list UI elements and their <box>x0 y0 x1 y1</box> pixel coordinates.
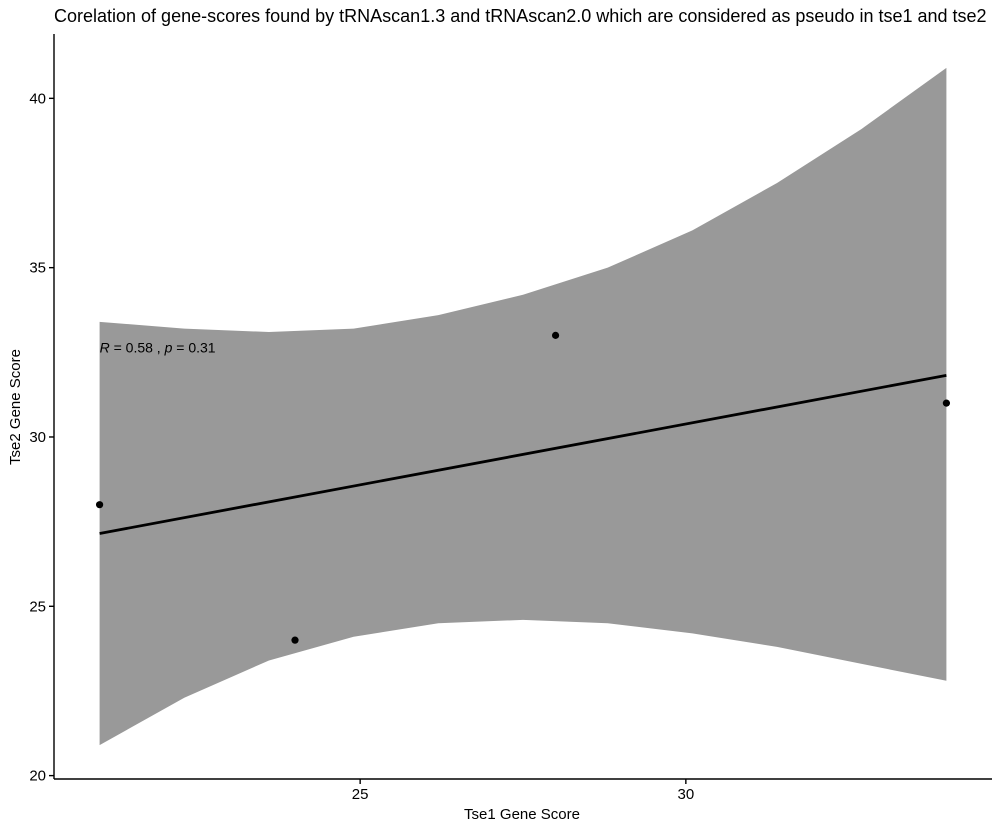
data-point <box>291 636 299 644</box>
p-symbol: p <box>164 339 173 355</box>
confidence-band <box>99 67 947 746</box>
y-axis-ticks: 20 25 30 35 40 <box>29 90 54 785</box>
y-tick-label: 25 <box>29 598 46 615</box>
data-point <box>95 501 104 509</box>
regression-line <box>99 373 947 535</box>
chart-title: Corelation of gene-scores found by tRNAs… <box>54 6 987 26</box>
x-axis-ticks: 25 30 <box>352 779 694 803</box>
y-tick-label: 30 <box>29 429 46 446</box>
y-axis-title: Tse2 Gene Score <box>7 349 24 465</box>
x-tick-label: 30 <box>678 786 695 803</box>
data-point <box>551 331 560 339</box>
correlation-annotation: R = 0.58 , p = 0.31 <box>100 339 216 355</box>
x-axis-title: Tse1 Gene Score <box>464 806 580 823</box>
regression-line-layer <box>99 373 947 535</box>
r-symbol: R <box>100 339 110 355</box>
y-tick-label: 40 <box>29 90 46 107</box>
y-tick-label: 35 <box>29 260 46 277</box>
data-point <box>942 399 951 407</box>
data-points-layer <box>95 331 951 644</box>
axes <box>53 34 992 780</box>
r-value-text: = 0.58 , <box>110 339 165 355</box>
confidence-band-layer <box>99 67 947 746</box>
x-tick-label: 25 <box>352 786 369 803</box>
p-value-text: = 0.31 <box>172 339 215 355</box>
y-tick-label: 20 <box>29 768 46 785</box>
